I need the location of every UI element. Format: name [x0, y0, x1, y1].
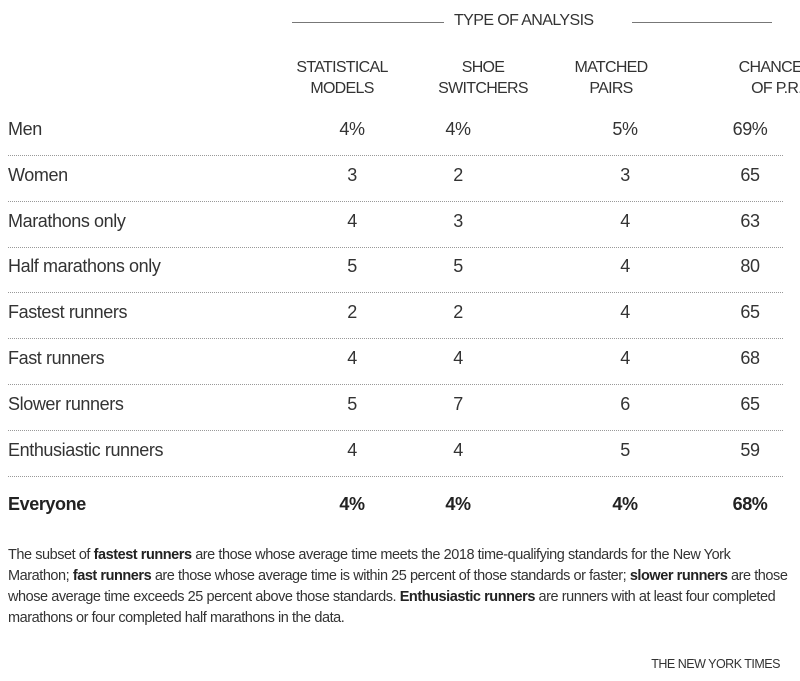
- footnote-text: are runners with at least four completed…: [8, 589, 776, 626]
- table-cell: 4: [347, 348, 357, 368]
- divider: [632, 22, 772, 23]
- table-cell: 59: [740, 439, 760, 460]
- table-cell: 4%: [445, 119, 471, 139]
- table-row: Slower runners 5 7 6 65: [8, 385, 783, 431]
- row-separator: [8, 200, 783, 202]
- footnote: The subset of fastest runners are those …: [8, 545, 793, 629]
- table-cell: 4: [453, 348, 463, 368]
- footnote-term: fastest runners: [93, 547, 192, 563]
- column-header-line: MODELS: [310, 80, 374, 97]
- table-cell: 3: [347, 164, 357, 185]
- table-cell: 5: [347, 393, 357, 414]
- column-header: SHOE SWITCHERS: [423, 57, 543, 99]
- column-group-label: TYPE OF ANALYSIS: [454, 12, 594, 29]
- table-cell: 4%: [612, 494, 638, 514]
- footnote-text: are those whose average time is within 2…: [151, 568, 630, 584]
- row-separator: [8, 384, 783, 385]
- table-row: Half marathons only 5 5 4 80: [8, 247, 783, 294]
- column-header-line: OF P.R.: [751, 80, 800, 97]
- table-row: Fast runners 4 4 4 68: [8, 339, 783, 385]
- table-cell: 69%: [732, 119, 768, 139]
- column-header-line: CHANCE: [738, 59, 800, 76]
- table-cell: 6: [620, 393, 630, 414]
- footnote-term: Enthusiastic runners: [399, 589, 536, 605]
- row-separator: [8, 155, 783, 156]
- footnote-term: slower runners: [629, 568, 728, 584]
- row-separator: [8, 292, 783, 294]
- row-label: Women: [8, 164, 68, 185]
- table-cell: 4: [620, 256, 630, 277]
- table-cell: 5%: [612, 119, 638, 139]
- table-cell: 4: [620, 302, 630, 323]
- column-header-line: SWITCHERS: [438, 80, 528, 97]
- footnote-term: fast runners: [72, 568, 152, 584]
- table-row: Fastest runners 2 2 4 65: [8, 293, 783, 340]
- total-row: Everyone 4% 4% 4% 68%: [8, 485, 783, 531]
- table-cell: 65: [740, 302, 760, 323]
- column-header-line: SHOE: [461, 59, 505, 76]
- row-label: Fast runners: [8, 348, 105, 368]
- table-row: Men 4% 4% 5% 69%: [8, 110, 783, 156]
- row-label: Half marathons only: [8, 256, 161, 277]
- row-separator: [8, 475, 783, 477]
- table-cell: 7: [453, 393, 463, 414]
- table-cell: 4: [347, 439, 357, 460]
- row-separator: [8, 429, 783, 431]
- table-cell: 3: [453, 210, 463, 231]
- table-cell: 3: [620, 164, 630, 185]
- footnote-text: The subset of: [8, 547, 94, 563]
- table-cell: 2: [453, 164, 463, 185]
- column-header-line: PAIRS: [589, 80, 633, 97]
- table-row: Marathons only 4 3 4 63: [8, 202, 783, 248]
- row-label: Enthusiastic runners: [8, 439, 164, 460]
- table-cell: 5: [347, 256, 357, 277]
- table-cell: 4: [620, 348, 630, 368]
- column-header: CHANCE OF P.R.: [682, 57, 800, 99]
- table-cell: 80: [740, 256, 760, 277]
- table-cell: 65: [740, 164, 760, 185]
- divider: [292, 22, 444, 23]
- table-cell: 68: [740, 348, 760, 368]
- row-label: Slower runners: [8, 393, 124, 414]
- column-group-header: TYPE OF ANALYSIS: [292, 12, 772, 32]
- table-cell: 4%: [339, 494, 365, 514]
- source-credit: THE NEW YORK TIMES: [651, 657, 780, 671]
- column-header-line: MATCHED: [574, 59, 648, 76]
- row-separator: [8, 338, 783, 340]
- row-label: Marathons only: [8, 210, 126, 231]
- table-cell: 2: [453, 302, 463, 323]
- footnote-text: are those whose average time meets the 2…: [8, 547, 731, 584]
- row-label: Everyone: [8, 494, 86, 514]
- table-row: Women 3 2 3 65: [8, 156, 783, 202]
- table-cell: 4: [347, 210, 357, 231]
- footnote-text: are those whose average time exceeds 25 …: [8, 568, 788, 605]
- table-cell: 65: [740, 393, 760, 414]
- row-separator: [8, 246, 783, 248]
- column-header-line: STATISTICAL: [296, 59, 388, 76]
- table-cell: 4: [453, 439, 463, 460]
- table-cell: 68%: [732, 494, 768, 514]
- table-cell: 4%: [339, 119, 365, 139]
- table-cell: 4%: [445, 494, 471, 514]
- row-label: Men: [8, 119, 42, 139]
- row-label: Fastest runners: [8, 302, 128, 323]
- column-header: STATISTICAL MODELS: [282, 57, 402, 99]
- table-cell: 5: [620, 439, 630, 460]
- table-cell: 4: [620, 210, 630, 231]
- table-cell: 63: [740, 210, 760, 231]
- table-cell: 5: [453, 256, 463, 277]
- column-header: MATCHED PAIRS: [551, 57, 671, 99]
- table-row: Enthusiastic runners 4 4 5 59: [8, 431, 783, 477]
- table-cell: 2: [347, 302, 357, 323]
